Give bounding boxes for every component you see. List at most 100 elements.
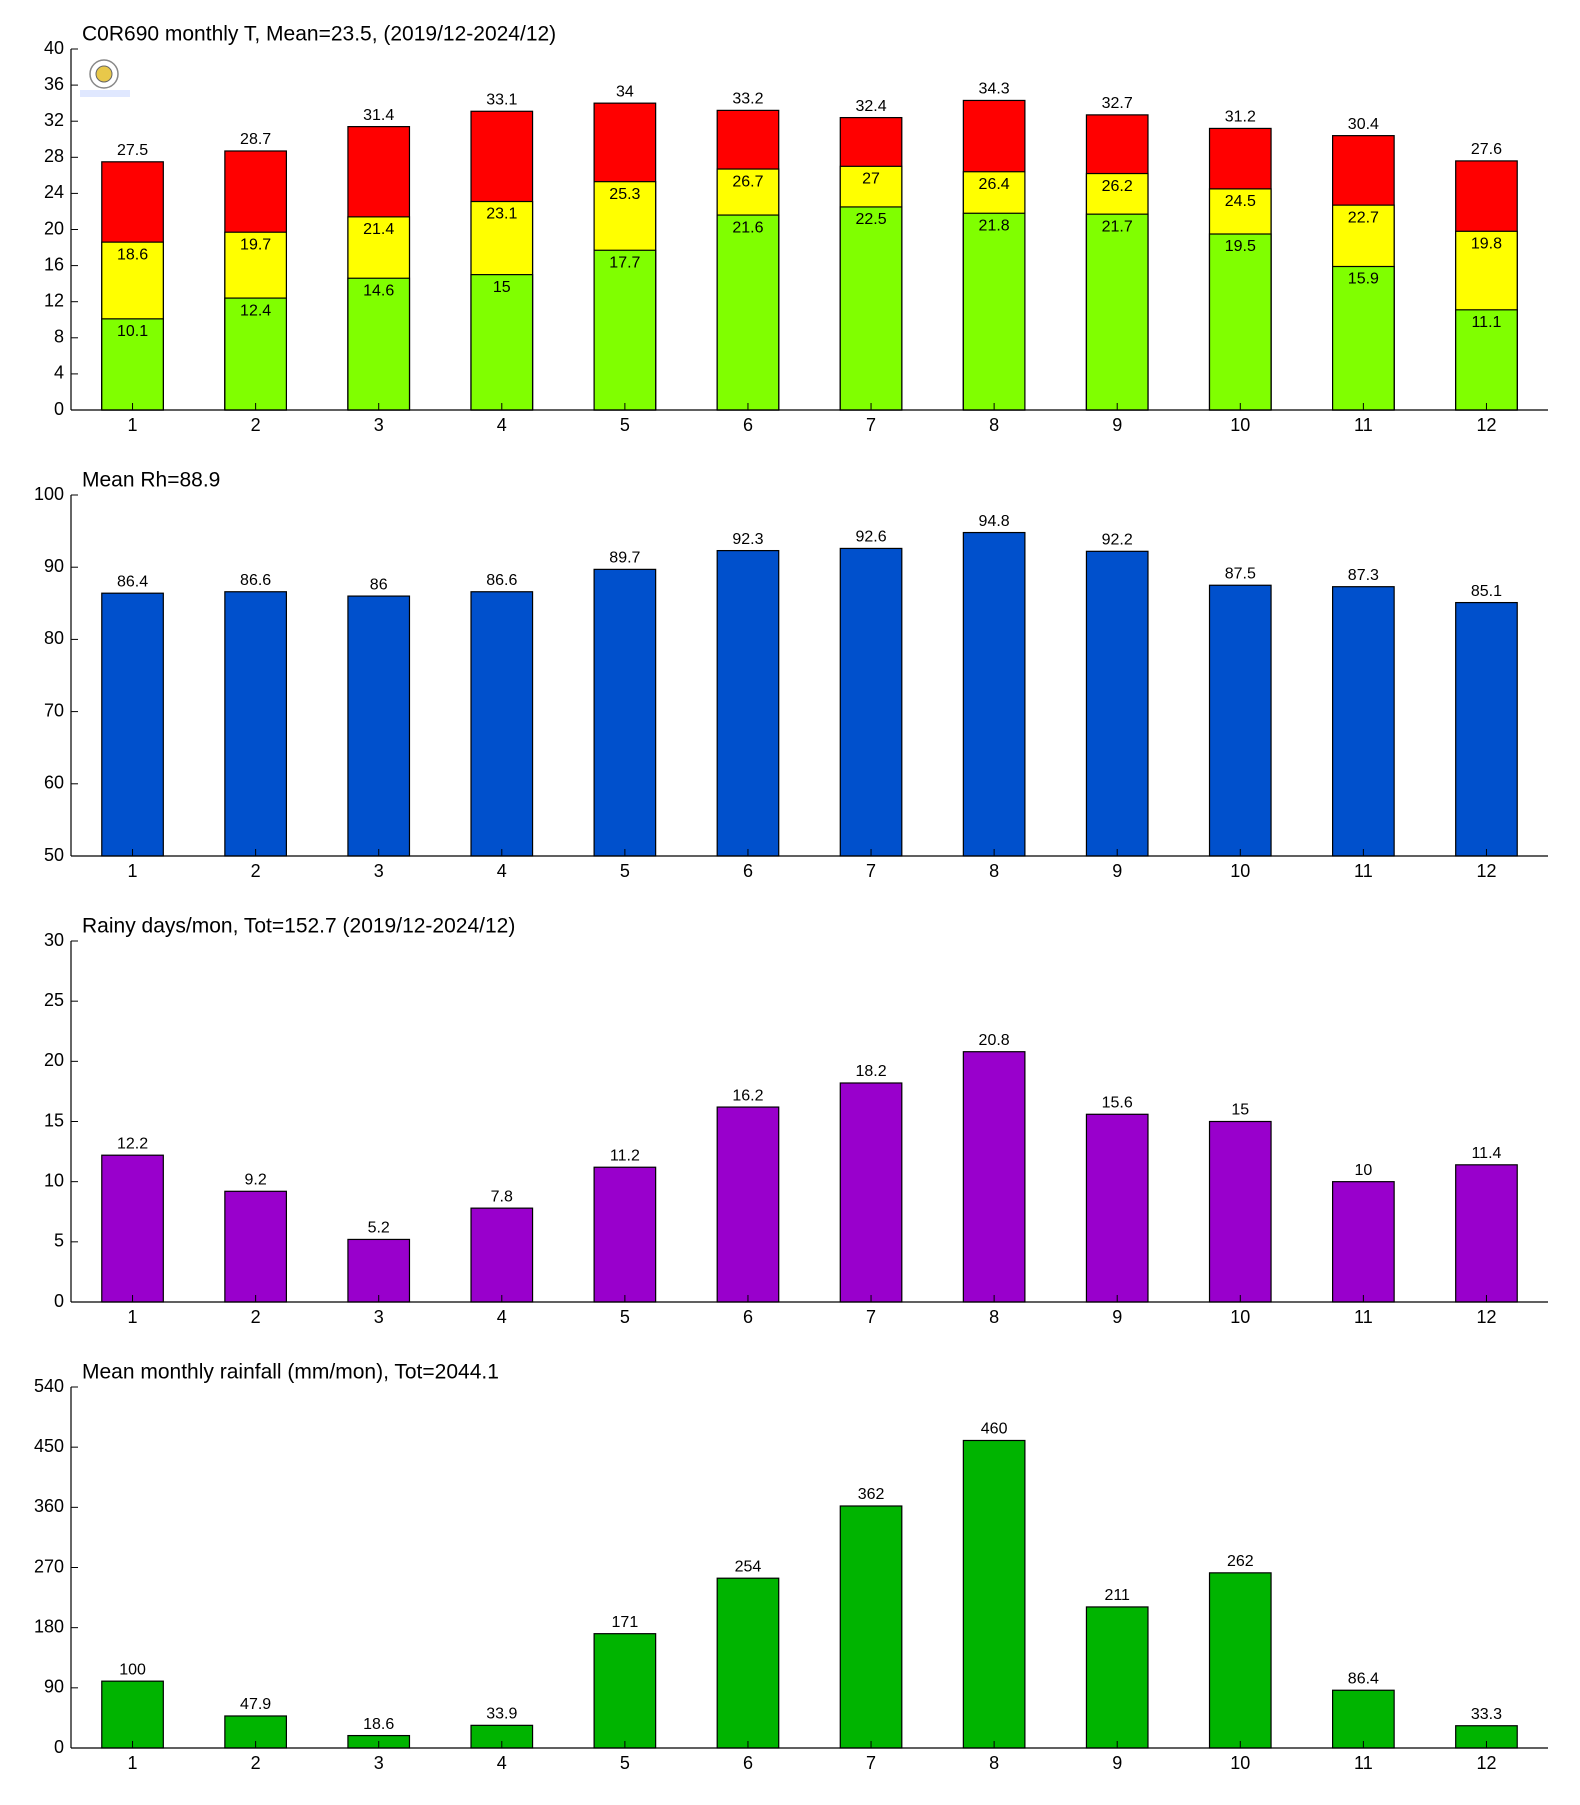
- data-label: 31.4: [363, 107, 394, 124]
- bar: [593, 1166, 657, 1303]
- data-label: 27: [862, 171, 880, 188]
- y-tick-label: 24: [44, 182, 64, 202]
- bar: [593, 1633, 657, 1749]
- data-label: 19.8: [1471, 236, 1502, 253]
- data-label: 86.4: [1348, 1670, 1379, 1687]
- bar: [1208, 584, 1272, 857]
- x-tick-label: 1: [128, 861, 138, 881]
- data-label: 26.2: [1102, 178, 1133, 195]
- y-tick-label: 50: [44, 845, 64, 865]
- data-label: 89.7: [609, 550, 640, 567]
- bar: [962, 212, 1026, 411]
- y-tick-label: 0: [54, 1291, 64, 1311]
- x-tick-label: 5: [620, 1753, 630, 1773]
- data-label: 34.3: [979, 81, 1010, 98]
- y-tick-label: 80: [44, 628, 64, 648]
- data-label: 86: [370, 576, 388, 593]
- data-label: 362: [858, 1486, 885, 1503]
- data-label: 28.7: [240, 131, 271, 148]
- chart-title: Rainy days/mon, Tot=152.7 (2019/12-2024/…: [82, 915, 515, 938]
- y-tick-label: 28: [44, 146, 64, 166]
- data-label: 18.6: [363, 1716, 394, 1733]
- x-tick-label: 7: [866, 1307, 876, 1327]
- x-tick-label: 8: [989, 1307, 999, 1327]
- data-label: 10: [1354, 1162, 1372, 1179]
- y-tick-label: 100: [34, 484, 64, 504]
- y-tick-label: 40: [44, 38, 64, 58]
- x-tick-label: 2: [251, 1753, 261, 1773]
- data-label: 20.8: [979, 1032, 1010, 1049]
- data-label: 30.4: [1348, 116, 1379, 133]
- y-tick-label: 180: [34, 1616, 64, 1636]
- x-tick-label: 5: [620, 1307, 630, 1327]
- x-tick-label: 12: [1476, 1307, 1496, 1327]
- x-tick-label: 3: [374, 861, 384, 881]
- data-label: 7.8: [491, 1188, 513, 1205]
- y-tick-label: 360: [34, 1496, 64, 1516]
- y-tick-label: 90: [44, 1677, 64, 1697]
- y-tick-label: 12: [44, 290, 64, 310]
- data-label: 11.2: [610, 1147, 640, 1164]
- x-tick-label: 6: [743, 861, 753, 881]
- bar: [1332, 265, 1395, 411]
- bar: [839, 547, 903, 857]
- y-tick-label: 4: [54, 363, 64, 383]
- data-label: 87.5: [1225, 565, 1256, 582]
- bar: [716, 214, 780, 411]
- data-label: 22.7: [1348, 209, 1379, 226]
- data-label: 18.2: [855, 1063, 886, 1080]
- y-tick-label: 36: [44, 74, 64, 94]
- data-label: 33.1: [486, 91, 517, 108]
- data-label: 33.3: [1471, 1706, 1502, 1723]
- bar: [1332, 1689, 1395, 1749]
- bar: [1332, 1181, 1395, 1303]
- data-label: 32.7: [1102, 95, 1133, 112]
- data-label: 15.9: [1348, 271, 1379, 288]
- bar: [1208, 233, 1272, 411]
- x-tick-label: 4: [497, 1753, 507, 1773]
- x-tick-label: 2: [251, 415, 261, 435]
- bar: [347, 1238, 411, 1303]
- data-label: 9.2: [245, 1172, 267, 1189]
- x-tick-label: 3: [374, 1753, 384, 1773]
- x-tick-label: 6: [743, 1753, 753, 1773]
- data-label: 22.5: [855, 211, 886, 228]
- x-tick-label: 8: [989, 415, 999, 435]
- x-tick-label: 4: [497, 1307, 507, 1327]
- data-label: 92.3: [732, 531, 763, 548]
- bar: [716, 1577, 780, 1749]
- data-label: 254: [735, 1558, 762, 1575]
- data-label: 21.4: [363, 221, 394, 238]
- data-label: 14.6: [363, 282, 394, 299]
- data-label: 12.4: [240, 302, 271, 319]
- bar: [962, 531, 1026, 857]
- bar: [1085, 1606, 1149, 1749]
- data-label: 11.1: [1471, 314, 1501, 331]
- x-tick-label: 2: [251, 1307, 261, 1327]
- data-label: 21.6: [732, 219, 763, 236]
- y-tick-label: 30: [44, 930, 64, 950]
- bar: [224, 591, 287, 857]
- x-tick-label: 11: [1354, 1753, 1373, 1773]
- y-tick-label: 8: [54, 327, 64, 347]
- data-label: 460: [981, 1421, 1008, 1438]
- data-label: 87.3: [1348, 567, 1379, 584]
- x-tick-label: 7: [866, 1753, 876, 1773]
- y-tick-label: 540: [34, 1376, 64, 1396]
- bar: [716, 549, 780, 857]
- x-tick-label: 12: [1476, 861, 1496, 881]
- x-tick-label: 1: [128, 415, 138, 435]
- data-label: 10.1: [117, 323, 148, 340]
- x-tick-label: 4: [497, 861, 507, 881]
- bar: [1332, 586, 1395, 857]
- bar: [347, 595, 411, 857]
- x-tick-label: 9: [1112, 1753, 1122, 1773]
- data-label: 33.9: [486, 1706, 517, 1723]
- bar: [839, 1505, 903, 1749]
- data-label: 15.6: [1102, 1094, 1133, 1111]
- bar: [1455, 601, 1518, 857]
- bar: [1455, 1164, 1518, 1303]
- bar: [1208, 1572, 1272, 1749]
